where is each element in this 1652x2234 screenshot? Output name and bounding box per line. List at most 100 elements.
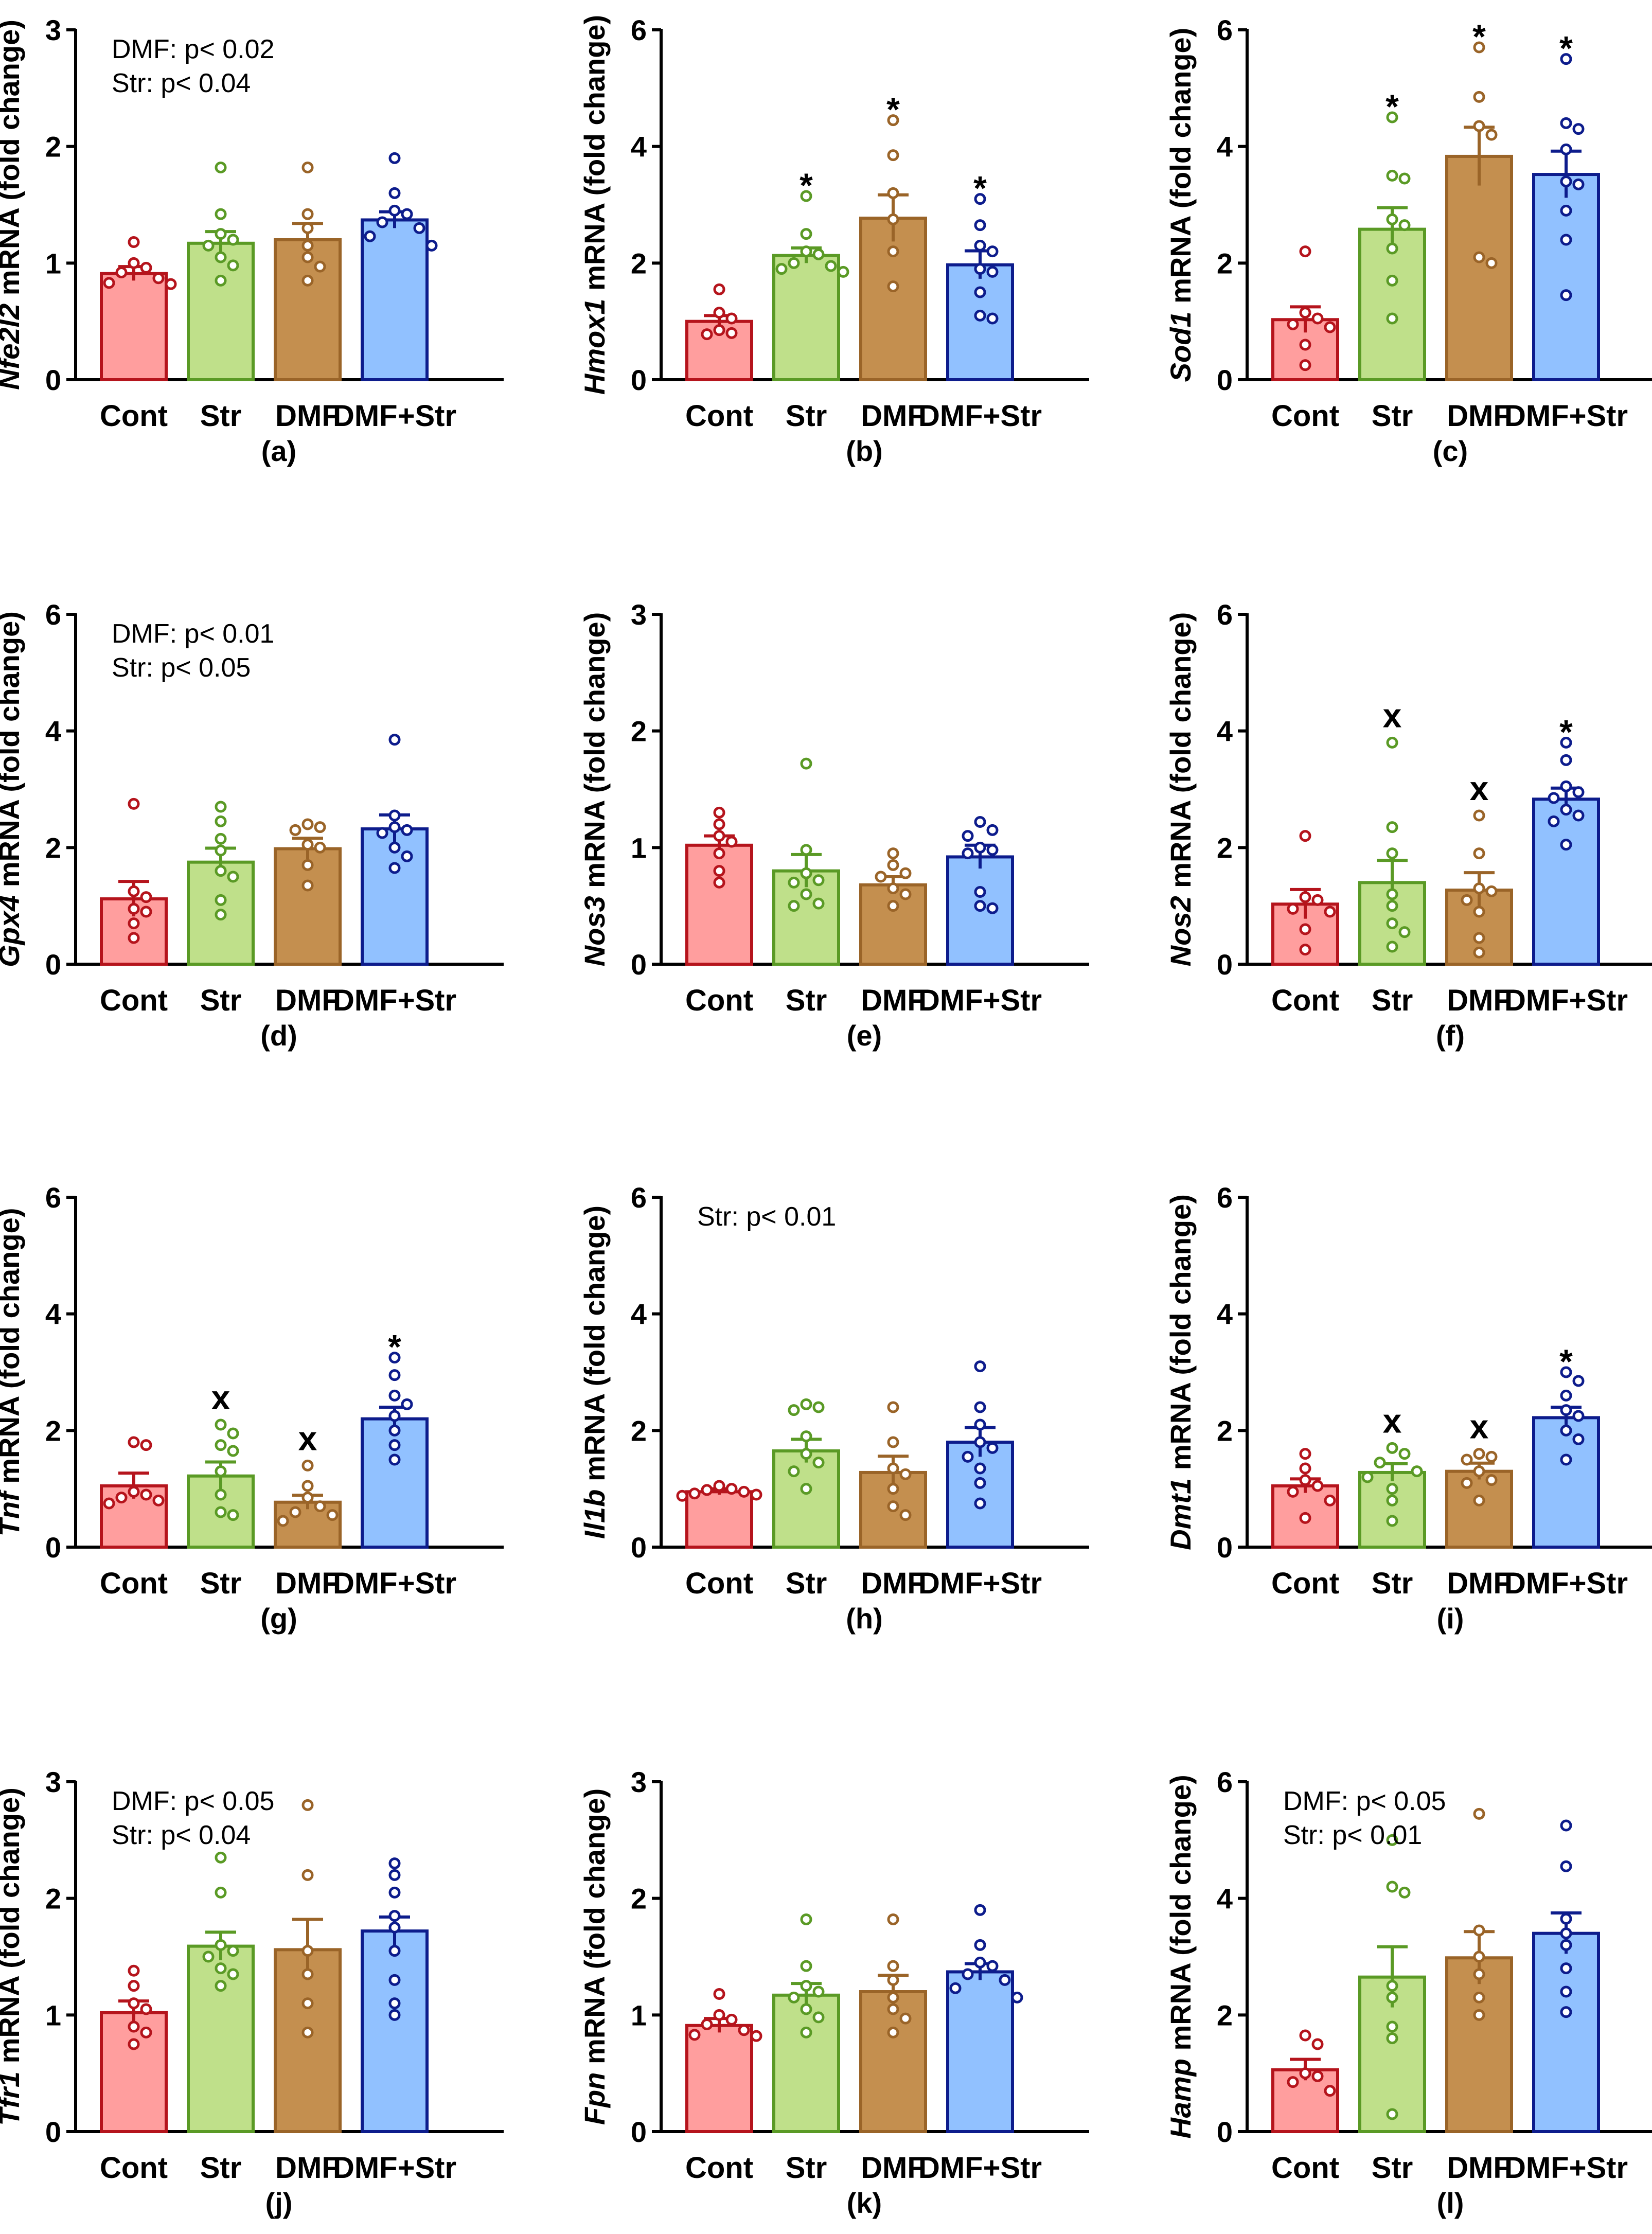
data-point	[986, 1960, 999, 1972]
significance-x: x	[211, 1378, 230, 1416]
data-point	[713, 324, 725, 336]
data-point	[1560, 1404, 1572, 1416]
y-tick-label: 4	[631, 131, 647, 163]
data-point	[1473, 946, 1485, 959]
data-point	[800, 245, 812, 258]
data-point	[140, 1439, 152, 1451]
data-point	[388, 1945, 401, 1957]
data-point	[1386, 888, 1398, 900]
data-point	[301, 208, 314, 220]
x-tick-label: DMF	[275, 399, 340, 433]
data-point	[1560, 1985, 1572, 1998]
data-point	[388, 1886, 401, 1899]
data-point	[1560, 204, 1572, 217]
x-tick-label: Cont	[100, 399, 168, 433]
y-tick-label: 0	[1217, 2116, 1233, 2148]
data-point	[1386, 821, 1398, 834]
data-point	[887, 859, 899, 871]
significance-star: *	[1559, 29, 1573, 67]
data-point	[301, 1799, 314, 1811]
data-point	[364, 230, 376, 242]
data-point	[1287, 902, 1299, 915]
x-tick-label: Cont	[100, 984, 168, 1017]
y-axis-label: Nfe2l2 mRNA (fold change)	[0, 20, 25, 390]
data-point	[887, 1991, 899, 2003]
data-point	[688, 1487, 701, 1500]
x-tick-label: Cont	[685, 1567, 753, 1600]
data-point	[974, 1360, 986, 1373]
data-point	[750, 2030, 762, 2042]
data-point	[413, 222, 425, 234]
significance-star: *	[388, 1328, 401, 1366]
x-tick-label: DMF+Str	[333, 984, 456, 1017]
data-point	[215, 832, 227, 845]
data-point	[962, 830, 974, 842]
y-tick-label: 6	[1217, 1766, 1233, 1798]
data-point	[1299, 891, 1311, 903]
data-point	[140, 2026, 152, 2038]
data-point	[887, 2003, 899, 2015]
data-point	[1560, 780, 1572, 792]
data-point	[103, 277, 115, 289]
gene-name: Gpx4	[0, 895, 25, 967]
data-point	[1560, 1453, 1572, 1466]
x-tick-label: Str	[1372, 984, 1413, 1017]
data-point	[713, 865, 725, 877]
data-point	[1560, 736, 1572, 749]
data-point	[215, 1439, 227, 1451]
data-point	[215, 274, 227, 287]
data-point	[1398, 1886, 1411, 1899]
data-point	[1548, 815, 1560, 827]
data-point	[1560, 2006, 1572, 2018]
data-point	[1560, 234, 1572, 246]
data-point	[301, 818, 314, 830]
x-tick-label: DMF	[861, 2151, 926, 2185]
data-point	[1386, 1515, 1398, 1527]
data-point	[140, 2003, 152, 2015]
y-axis-suffix: mRNA (fold change)	[0, 20, 25, 304]
data-point	[1386, 1881, 1398, 1893]
panel-label: (h)	[846, 1602, 883, 1635]
data-point	[301, 2026, 314, 2038]
data-point	[1485, 129, 1498, 141]
data-point	[1299, 1474, 1311, 1486]
data-point	[1324, 2085, 1336, 2097]
data-point	[289, 1506, 301, 1518]
x-tick-label: DMF+Str	[918, 2151, 1042, 2185]
data-point	[800, 190, 812, 202]
data-point	[962, 1450, 974, 1463]
y-axis-label: Sod1 mRNA (fold change)	[1164, 28, 1197, 382]
bar-str	[187, 241, 255, 381]
x-tick-label: Str	[786, 984, 827, 1017]
data-point	[1398, 1448, 1411, 1460]
data-point	[974, 263, 986, 275]
data-point	[1311, 1480, 1324, 1492]
data-point	[301, 274, 314, 287]
data-point	[277, 1515, 289, 1527]
y-axis-suffix: mRNA (fold change)	[1164, 1775, 1197, 2059]
y-axis-label: Nos2 mRNA (fold change)	[1164, 612, 1197, 967]
data-point	[800, 228, 812, 240]
y-tick-label: 2	[1217, 1999, 1233, 2031]
stat-annotation: Str: p< 0.04	[112, 1820, 251, 1850]
data-point	[974, 1419, 986, 1431]
data-point	[974, 1956, 986, 1969]
data-point	[713, 847, 725, 860]
y-tick-label: 4	[631, 1298, 647, 1331]
data-point	[388, 1439, 401, 1451]
bar-dmf-str	[361, 1929, 429, 2133]
x-tick-label: Str	[200, 984, 242, 1017]
data-point	[215, 801, 227, 813]
data-point	[1386, 1494, 1398, 1506]
data-point	[1560, 143, 1572, 155]
data-point	[301, 1968, 314, 1980]
data-point	[128, 797, 140, 810]
data-point	[215, 909, 227, 921]
data-point	[974, 1497, 986, 1510]
data-point	[800, 867, 812, 879]
data-point	[725, 327, 738, 339]
stat-annotation: DMF: p< 0.05	[1283, 1786, 1446, 1816]
